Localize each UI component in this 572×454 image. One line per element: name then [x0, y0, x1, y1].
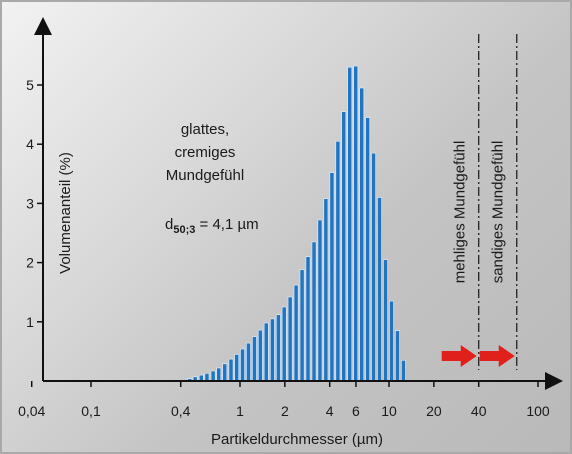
- x-tick-label: 4: [326, 403, 334, 419]
- x-tick-label: 2: [281, 403, 289, 419]
- red-arrows: [441, 345, 515, 367]
- bar: [269, 318, 275, 382]
- mouthfeel-annotation-line: cremiges: [175, 144, 236, 161]
- x-ticks: 0,04 0,1 0,4 1 2 4 6 10 20 40 100: [18, 381, 550, 419]
- bar: [246, 342, 251, 382]
- bar: [341, 111, 347, 382]
- bar: [287, 296, 293, 382]
- x-tick-label: 20: [426, 403, 442, 419]
- y-tick-label: 3: [26, 195, 34, 211]
- bar: [389, 300, 394, 382]
- y-tick-label: 4: [26, 136, 34, 152]
- bar: [251, 336, 257, 382]
- x-tick-label: 6: [352, 403, 360, 419]
- reference-line-label: sandiges Mundgefühl: [490, 141, 507, 284]
- bar: [383, 259, 388, 382]
- bar-series: [187, 65, 406, 382]
- bar: [299, 269, 305, 382]
- bar: [275, 314, 281, 382]
- reference-line-label: mehliges Mundgefühl: [452, 141, 469, 284]
- y-axis-label: Volumenanteil (%): [57, 152, 74, 274]
- bar: [395, 330, 400, 382]
- y-tick-label: 1: [26, 314, 34, 330]
- bar: [210, 370, 216, 382]
- x-tick-label: 1: [236, 403, 244, 419]
- bar: [371, 152, 377, 382]
- bar: [234, 354, 240, 382]
- d50-annotation: d50;3 = 4,1 µm: [165, 216, 259, 236]
- bar: [228, 358, 234, 382]
- bar: [329, 172, 335, 382]
- red-arrow-icon: [441, 345, 477, 367]
- bar: [293, 284, 299, 382]
- bar: [263, 322, 269, 382]
- bar: [400, 359, 406, 382]
- bar: [240, 348, 245, 382]
- mouthfeel-annotation-line: Mundgefühl: [166, 167, 244, 184]
- y-tick-label: 2: [26, 255, 34, 271]
- x-axis-label: Partikeldurchmesser (µm): [211, 431, 383, 448]
- annotations: glattes, cremiges Mundgefühl d50;3 = 4,1 µm: [165, 121, 259, 236]
- x-tick-label: 0,1: [81, 403, 101, 419]
- bar: [377, 197, 382, 382]
- bar: [257, 329, 263, 382]
- bar: [359, 87, 365, 382]
- y-ticks: 1 2 3 4 5: [26, 77, 43, 330]
- bar: [323, 198, 329, 382]
- x-tick-label: 100: [526, 403, 550, 419]
- reference-lines: mehliges Mundgefühl sandiges Mundgefühl: [452, 34, 518, 370]
- bar: [365, 117, 371, 382]
- mouthfeel-annotation-line: glattes,: [181, 121, 229, 138]
- x-tick-label: 10: [381, 403, 397, 419]
- bar: [222, 363, 228, 382]
- x-tick-label: 0,04: [18, 403, 45, 419]
- bar: [281, 306, 287, 382]
- bar: [317, 219, 323, 382]
- bar: [204, 372, 210, 382]
- x-tick-label: 40: [471, 403, 487, 419]
- bar: [347, 66, 353, 382]
- bar: [353, 65, 359, 382]
- bar: [311, 241, 317, 382]
- bar: [216, 367, 222, 382]
- y-tick-label: 5: [26, 77, 34, 93]
- red-arrow-icon: [479, 345, 515, 367]
- bar: [305, 256, 311, 382]
- x-tick-label: 0,4: [171, 403, 191, 419]
- bar: [335, 140, 341, 382]
